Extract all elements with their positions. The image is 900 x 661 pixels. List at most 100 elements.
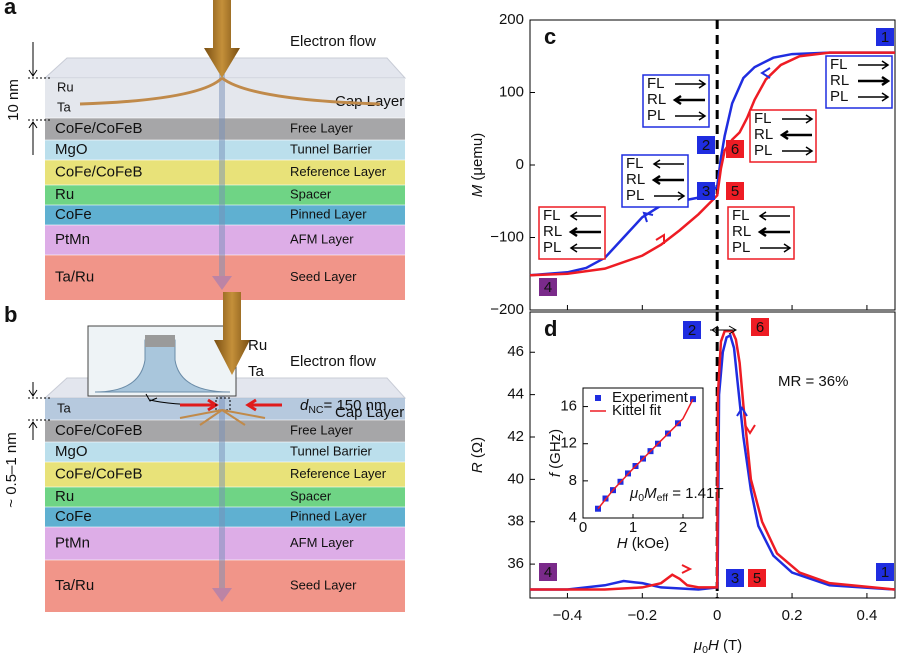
state-badge-label: 3 (731, 570, 739, 587)
state-badge-label: 4 (544, 279, 552, 296)
legend-marker (595, 395, 601, 401)
layer-tag: FL (830, 56, 848, 73)
state-badge (683, 321, 701, 339)
moment-arrow (675, 79, 707, 89)
text-part: M (469, 184, 486, 197)
inset-background (545, 380, 713, 552)
layer-material: CoFe/CoFeB (55, 120, 143, 137)
layer-tag: RL (647, 91, 666, 108)
plot-frame (529, 311, 896, 599)
layer-material: Ta/Ru (55, 268, 94, 285)
y-tick-label: 100 (499, 83, 524, 100)
layer-tag: PL (647, 107, 665, 124)
moment-arrow (651, 174, 684, 186)
state-badge (748, 569, 766, 587)
layer-material: PtMn (55, 231, 90, 248)
state-badge-label: 5 (731, 183, 739, 200)
panel-label: a (4, 0, 17, 19)
text-part: 0 (702, 644, 708, 656)
panel-label: b (4, 302, 17, 327)
layer-tag: RL (543, 223, 562, 240)
text-part: NC (308, 404, 324, 416)
y-tick-label: −200 (490, 301, 524, 318)
moment-arrow (760, 243, 792, 253)
layer-tag: FL (543, 207, 561, 224)
layer-material: CoFe/CoFeB (55, 163, 143, 180)
moment-arrow (779, 129, 812, 141)
text-part: μ (629, 485, 638, 502)
layer-material: CoFe (55, 508, 92, 525)
annotation: μ0Meff = 1.41T (629, 485, 724, 504)
state-badge (751, 318, 769, 336)
cap-name: Cap Layer (335, 93, 404, 110)
x-axis-label: H (kOe) (617, 535, 670, 552)
layer-name: Free Layer (290, 422, 354, 437)
x-tick-label: 0 (579, 519, 587, 536)
y-axis-label: R (Ω) (469, 437, 486, 473)
curve-arrow (655, 233, 665, 244)
state-badge-label: 4 (544, 564, 552, 581)
y-tick-label: −100 (490, 228, 524, 245)
text-part: (kOe) (628, 535, 670, 552)
electron-flow: Electron flow (290, 33, 376, 50)
data-line (530, 333, 896, 591)
contact-diameter: dNC= 150 nm (300, 397, 386, 416)
annotation: MR = 36% (778, 373, 848, 390)
data-line (529, 51, 895, 277)
current-column (219, 74, 225, 276)
x-tick-label: 0.4 (856, 607, 877, 624)
dim-arrow (28, 382, 38, 440)
x-tick-label: 1 (629, 519, 637, 536)
layer-name: AFM Layer (290, 231, 354, 246)
layer-material: PtMn (55, 534, 90, 551)
inset-material: Ta (248, 363, 265, 380)
y-axis-label: f (GHz) (547, 429, 564, 477)
moment-arrow (569, 243, 601, 253)
layer-tag: RL (754, 126, 773, 143)
panel-label: c (544, 24, 556, 49)
thickness: 10 nm (5, 79, 22, 121)
layer-material: MgO (55, 141, 88, 158)
state-badge (876, 563, 894, 581)
text-part: H (617, 535, 628, 552)
layer-tag: FL (647, 75, 665, 92)
state-badge (697, 136, 715, 154)
y-tick-label: 46 (507, 343, 524, 360)
moment-arrow (858, 92, 890, 102)
layer-tag: PL (754, 142, 772, 159)
text-part: 0 (638, 492, 644, 504)
state-badge-label: 6 (756, 319, 764, 336)
x-tick-label: 0.2 (782, 607, 803, 624)
layer-tag: PL (626, 187, 644, 204)
curve-arrow (642, 211, 654, 223)
layer-name: Seed Layer (290, 577, 357, 592)
legend-label: Experiment (612, 389, 689, 406)
layer-name: Reference Layer (290, 164, 387, 179)
moment-arrow (858, 60, 890, 70)
moment-arrow (858, 75, 891, 87)
moment-arrow (652, 159, 684, 169)
y-tick-label: 40 (507, 470, 524, 487)
legend-label: Kittel fit (612, 402, 662, 419)
moment-arrow (569, 211, 601, 221)
layer-material: CoFe (55, 206, 92, 223)
text-part: f (547, 471, 564, 477)
x-tick-label: −0.4 (553, 607, 583, 624)
layer-tag: PL (732, 239, 750, 256)
layer-tag: FL (732, 207, 750, 224)
layer-name: Reference Layer (290, 466, 387, 481)
layer-tag: RL (732, 223, 751, 240)
text-part: μ (693, 637, 702, 654)
data-line (530, 329, 896, 591)
pillar-cap (145, 335, 175, 347)
state-badge-label: 6 (731, 141, 739, 158)
y-tick-label: 42 (507, 428, 524, 445)
layer-name: Seed Layer (290, 269, 357, 284)
layer-material: Ru (55, 186, 74, 203)
state-badge (539, 563, 557, 581)
y-tick-label: 4 (569, 509, 577, 526)
y-tick-label: 44 (507, 386, 524, 403)
text-part: R (469, 462, 486, 473)
x-axis-label: μ0H (T) (693, 637, 742, 656)
layer-name: Spacer (290, 488, 332, 503)
